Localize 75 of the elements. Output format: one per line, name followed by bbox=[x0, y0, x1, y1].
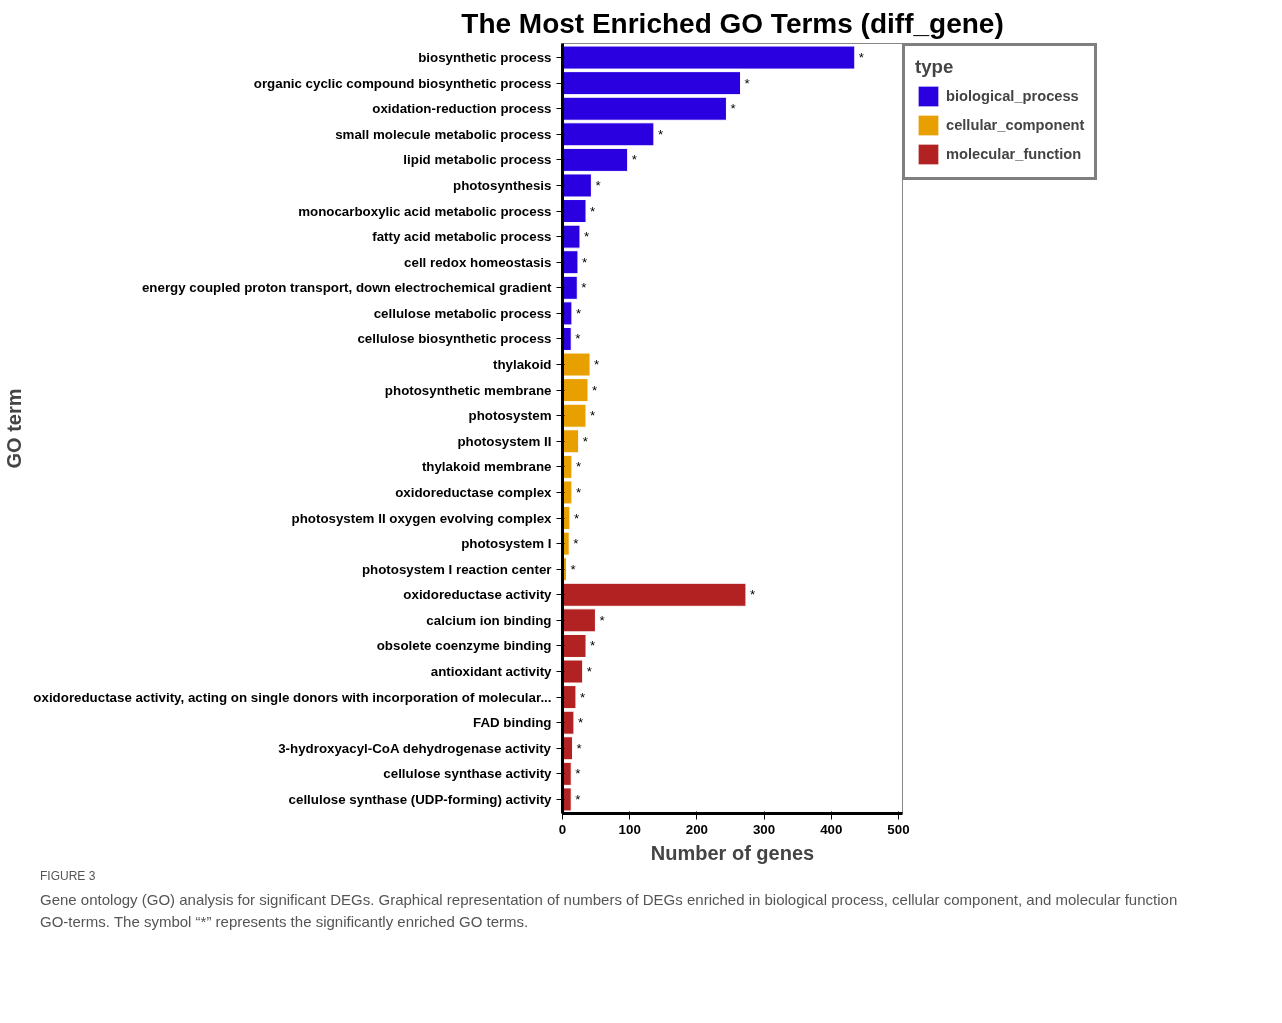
data-label: * bbox=[730, 101, 736, 117]
data-label: * bbox=[575, 305, 582, 321]
data-label: * bbox=[749, 587, 756, 603]
data-label: * bbox=[576, 740, 582, 756]
y-tick-label: photosystem II bbox=[457, 433, 552, 449]
x-tick-label: 300 bbox=[752, 821, 776, 837]
y-tick-label: cellulose biosynthetic process bbox=[357, 331, 552, 347]
chart-title: The Most Enriched GO Terms (diff_gene) bbox=[461, 7, 1004, 39]
y-tick-label: oxidoreductase activity, acting on single donors with incorporation of molecular... bbox=[33, 689, 552, 705]
y-tick-label: antioxidant activity bbox=[430, 664, 553, 680]
data-label: * bbox=[594, 357, 600, 373]
data-label: * bbox=[573, 510, 580, 526]
x-tick-label: 200 bbox=[685, 821, 709, 837]
x-axis-title: Number of genes bbox=[650, 841, 815, 864]
y-axis-title: GO term bbox=[3, 388, 26, 469]
data-label: * bbox=[590, 408, 596, 424]
y-tick-label: obsolete coenzyme binding bbox=[376, 638, 552, 654]
y-tick-label: cellulose metabolic process bbox=[373, 305, 552, 321]
x-tick-label: 100 bbox=[618, 821, 641, 837]
data-label: * bbox=[573, 536, 579, 552]
data-label: * bbox=[599, 612, 605, 628]
x-tick-label: 500 bbox=[887, 821, 910, 837]
y-tick-label: fatty acid metabolic process bbox=[372, 229, 552, 245]
data-label: * bbox=[575, 459, 582, 475]
y-tick-label: calcium ion binding bbox=[426, 612, 552, 628]
y-tick-label: small molecule metabolic process bbox=[335, 126, 552, 142]
data-label: * bbox=[595, 177, 601, 193]
y-tick-label: photosynthesis bbox=[453, 177, 552, 193]
y-tick-label: oxidoreductase complex bbox=[395, 484, 553, 500]
y-tick-label: cellulose synthase activity bbox=[383, 766, 553, 782]
y-tick-label: organic cyclic compound biosynthetic process bbox=[253, 75, 552, 91]
legend-title: type bbox=[915, 56, 955, 78]
data-label: * bbox=[575, 791, 581, 807]
data-label: * bbox=[581, 254, 588, 270]
data-label: * bbox=[631, 152, 637, 168]
data-label: * bbox=[744, 75, 750, 91]
data-label: * bbox=[581, 280, 587, 296]
data-label: * bbox=[590, 203, 596, 219]
data-label: * bbox=[570, 561, 576, 577]
text: Gene ontology (GO) analysis for significant DEGs. Graphical representation of numbers of DEGs enriched in biological process, cellular component, and molecular function GO-terms. The symbol “*” represents the significantly enriched GO terms. bbox=[40, 890, 1179, 932]
data-label: * bbox=[575, 484, 582, 500]
y-tick-label: energy coupled proton transport, down electrochemical gradient bbox=[141, 280, 553, 296]
data-label: * bbox=[575, 331, 581, 347]
data-label: * bbox=[657, 126, 664, 142]
legend-label: biological_process bbox=[946, 88, 1079, 104]
y-tick-label: monocarboxylic acid metabolic process bbox=[298, 203, 552, 219]
x-tick-label: 400 bbox=[820, 821, 843, 837]
legend-label: molecular_function bbox=[946, 146, 1082, 162]
y-tick-label: biosynthetic process bbox=[418, 50, 552, 66]
x-tick-label: 0 bbox=[558, 821, 567, 837]
data-label: * bbox=[582, 433, 588, 449]
data-label: * bbox=[592, 382, 598, 398]
legend-label: cellular_component bbox=[946, 117, 1085, 133]
y-tick-label: photosystem I bbox=[461, 536, 552, 552]
y-tick-label: cellulose synthase (UDP-forming) activity bbox=[288, 791, 553, 807]
y-tick-label: lipid metabolic process bbox=[403, 152, 552, 168]
data-label: * bbox=[579, 689, 586, 705]
data-label: * bbox=[575, 766, 581, 782]
caption: FIGURE 3 bbox=[40, 868, 96, 885]
data-label: * bbox=[590, 638, 596, 654]
y-tick-label: photosystem II oxygen evolving complex bbox=[291, 510, 553, 526]
y-tick-label: photosynthetic membrane bbox=[384, 382, 552, 398]
y-tick-label: cell redox homeostasis bbox=[404, 254, 552, 270]
y-tick-label: thylakoid membrane bbox=[421, 459, 552, 475]
data-label: * bbox=[586, 664, 592, 680]
y-tick-label: oxidoreductase activity bbox=[403, 587, 553, 603]
data-label: * bbox=[858, 50, 864, 66]
y-tick-label: photosystem bbox=[468, 408, 552, 424]
y-tick-label: oxidation-reduction process bbox=[372, 101, 552, 117]
y-tick-label: FAD binding bbox=[473, 715, 552, 731]
y-tick-label: thylakoid bbox=[492, 357, 552, 373]
y-tick-label: 3-hydroxyacyl-CoA dehydrogenase activity bbox=[278, 740, 552, 756]
data-label: * bbox=[577, 715, 584, 731]
data-label: * bbox=[583, 229, 590, 245]
y-tick-label: photosystem I reaction center bbox=[361, 561, 552, 577]
